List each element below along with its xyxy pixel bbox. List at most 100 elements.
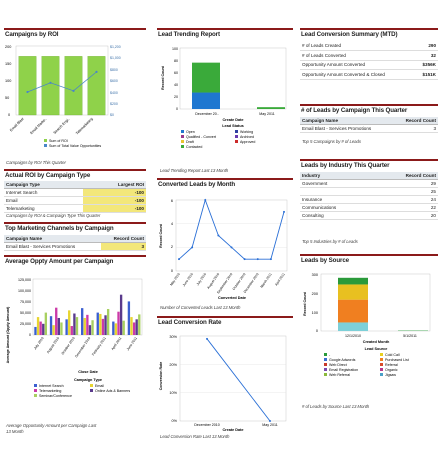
table-row[interactable]: Telemarketing -100 — [4, 204, 146, 213]
chart-caption: Average Opportunity Amount per Campaign … — [6, 423, 97, 428]
data-point[interactable] — [204, 199, 207, 201]
x-tick: December 20.. — [195, 112, 219, 116]
metric-row[interactable]: # of Leads Converted 32 — [300, 50, 438, 61]
roi-bar[interactable] — [87, 56, 106, 116]
stack-segment[interactable] — [338, 284, 368, 300]
oppty-bar[interactable] — [117, 311, 120, 335]
oppty-bar[interactable] — [52, 325, 55, 335]
oppty-bar[interactable] — [70, 326, 73, 335]
total-value-point[interactable] — [72, 89, 75, 92]
table-row[interactable]: Insurance 24 — [300, 195, 438, 204]
metric-row[interactable]: Opportunity Amount Converted & Closed $15… — [300, 69, 438, 81]
table-row[interactable]: Consulting 20 — [300, 211, 438, 220]
total-value-point[interactable] — [26, 90, 29, 94]
table-row[interactable]: Government 29 — [300, 179, 438, 188]
data-point[interactable] — [191, 246, 194, 249]
chart-caption: Lead Conversion Rate Last 13 Month — [160, 434, 230, 439]
oppty-bar[interactable] — [60, 322, 63, 335]
oppty-bar[interactable] — [104, 315, 107, 335]
oppty-bar[interactable] — [114, 323, 118, 335]
table-header[interactable]: Campaign Name — [4, 235, 101, 243]
leads-by-source-chart[interactable]: Record Count 300 200 100 0 12/1/2010 5/1… — [300, 264, 438, 404]
oppty-bar[interactable] — [81, 308, 84, 335]
oppty-bar[interactable] — [91, 320, 94, 335]
oppty-bar[interactable] — [68, 310, 71, 335]
oppty-bar[interactable] — [135, 319, 138, 335]
legend-label: Internet Search — [39, 384, 64, 388]
stack-segment[interactable] — [338, 322, 368, 331]
stack-segment[interactable] — [192, 92, 220, 109]
legend-swatch — [324, 368, 327, 371]
table-row[interactable]: Internet Search -100 — [4, 188, 146, 197]
oppty-bar[interactable] — [75, 317, 79, 335]
metric-value: $151K — [414, 69, 438, 81]
table-row[interactable]: 25 — [300, 187, 438, 196]
table-header[interactable]: Record Count — [100, 235, 146, 243]
stack-segment[interactable] — [192, 62, 220, 93]
x-axis-label: Close Date — [78, 370, 98, 374]
oppty-bar[interactable] — [73, 313, 76, 335]
oppty-bar[interactable] — [36, 317, 40, 335]
table-row[interactable]: Email Blast - Services Promotions 3 — [300, 124, 438, 133]
converted-leads-chart[interactable]: Record Count 6 4 2 0 May 2010 June 2010 Ju… — [157, 188, 293, 304]
oppty-bar[interactable] — [57, 317, 60, 335]
oppty-bar[interactable] — [88, 325, 92, 335]
stack-segment[interactable] — [338, 277, 368, 285]
table-header[interactable]: Campaign Name — [300, 117, 394, 125]
metric-row[interactable]: # of Leads Created 290 — [300, 41, 438, 51]
table-header[interactable]: Industry — [300, 172, 373, 180]
y2-tick: $400 — [110, 91, 118, 95]
stack-segment[interactable] — [257, 107, 285, 109]
oppty-bar[interactable] — [112, 321, 115, 335]
total-value-point[interactable] — [49, 81, 52, 84]
data-point[interactable] — [243, 258, 246, 261]
oppty-bar[interactable] — [119, 294, 123, 335]
x-tick: August 2010 — [46, 336, 60, 354]
data-point[interactable] — [269, 258, 272, 261]
oppty-bar[interactable] — [86, 314, 89, 335]
data-point[interactable] — [256, 258, 259, 261]
data-point[interactable] — [217, 234, 220, 237]
y-tick: 50 — [5, 96, 9, 100]
oppty-bar[interactable] — [49, 316, 53, 335]
oppty-bar[interactable] — [42, 323, 45, 335]
data-point[interactable] — [178, 258, 180, 261]
total-value-point[interactable] — [95, 70, 98, 73]
table-header[interactable]: Record Count — [393, 117, 438, 125]
oppty-bar[interactable] — [39, 321, 42, 335]
lead-conversion-rate-chart[interactable]: Conversion Rate 30% 20% 10% 0% December … — [157, 326, 293, 432]
oppty-bar[interactable] — [127, 301, 131, 335]
metric-row[interactable]: Opportunity Amount Converted $356K — [300, 60, 438, 71]
lead-trending-chart[interactable]: Record Count 100 80 60 40 20 0 December … — [157, 38, 293, 166]
campaigns-by-roi-chart[interactable]: 200 150 100 50 0 $1,200 $1,000 $800 $600… — [4, 38, 146, 160]
y-axis-label: Average Amount (Oppty Amount) — [6, 306, 10, 364]
oppty-bar[interactable] — [101, 318, 105, 335]
oppty-bar[interactable] — [96, 312, 99, 335]
roi-bar[interactable] — [18, 56, 37, 116]
oppty-bar[interactable] — [44, 312, 48, 335]
table-row[interactable]: Email -100 — [4, 196, 146, 205]
data-point[interactable] — [283, 210, 285, 213]
oppty-bar[interactable] — [132, 322, 136, 335]
oppty-bar[interactable] — [34, 326, 37, 335]
table-row[interactable]: Email Blast - Services Promotions 3 — [4, 242, 146, 251]
oppty-bar[interactable] — [99, 313, 102, 335]
oppty-bar[interactable] — [122, 320, 125, 335]
stack-segment[interactable] — [338, 299, 368, 323]
oppty-bar[interactable] — [55, 307, 58, 335]
data-point[interactable] — [269, 420, 271, 422]
table-header[interactable]: Campaign Type — [4, 181, 84, 189]
table-row[interactable]: Communications 22 — [300, 203, 438, 212]
y-tick: 200 — [5, 45, 11, 49]
oppty-bar[interactable] — [83, 317, 86, 335]
table-header[interactable]: Largest ROI — [83, 181, 146, 189]
roi-bar[interactable] — [64, 56, 83, 116]
data-point[interactable] — [230, 246, 233, 249]
data-point[interactable] — [206, 337, 208, 340]
oppty-bar[interactable] — [65, 319, 68, 335]
oppty-bar[interactable] — [138, 314, 141, 335]
oppty-bar[interactable] — [130, 317, 133, 335]
table-header[interactable]: Record Count — [372, 172, 438, 180]
avg-oppty-chart[interactable]: Average Amount (Oppty Amount) 125,000 10… — [4, 265, 146, 427]
oppty-bar[interactable] — [106, 309, 110, 335]
